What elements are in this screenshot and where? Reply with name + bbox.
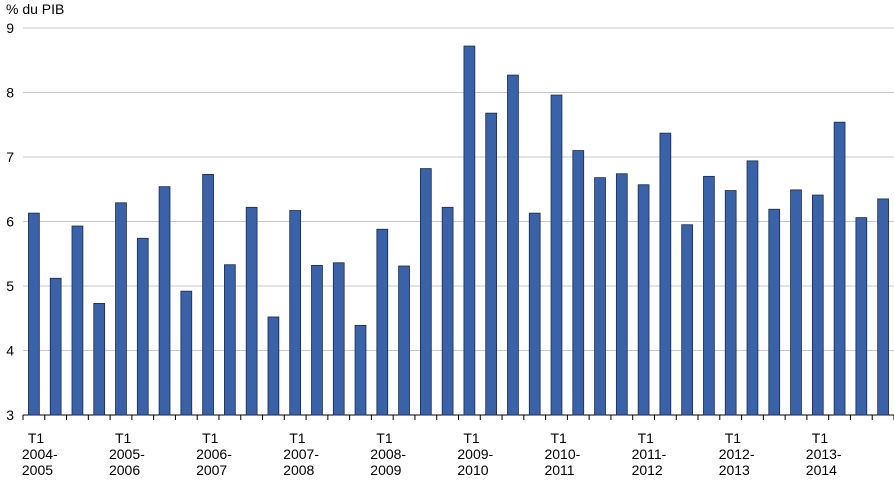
bar [419,168,432,416]
x-tick-label: T1 2005-2006 [109,430,145,478]
x-tick-label: T1 2009-2010 [457,430,493,478]
bar [877,198,889,416]
bar [507,74,519,416]
bar [528,212,541,416]
x-tick-label: T1 2004-2005 [22,430,58,478]
bar [485,112,498,416]
y-tick-label: 9 [6,20,14,36]
y-tick-label: 8 [6,85,14,101]
y-tick-label: 3 [6,407,14,423]
bar [659,132,672,416]
bar [332,262,345,416]
bar [855,217,868,416]
bar [354,324,367,416]
bar [398,265,410,416]
bar [703,175,715,416]
bar [790,189,802,416]
bar [594,177,606,416]
bar [115,202,127,416]
bar [158,186,171,416]
x-tick-label: T1 2011-2012 [632,430,667,478]
x-tick-label: T1 2008-2009 [370,430,406,478]
bar [49,277,62,416]
bar [572,150,585,416]
bar [833,121,846,416]
bar [28,212,40,416]
bar [724,190,737,416]
bar [93,303,106,416]
bar [768,208,781,416]
bar [311,264,323,416]
bar [811,194,824,416]
bar [746,160,759,416]
x-tick-label: T1 2010-2011 [544,430,580,478]
y-tick-label: 4 [6,343,14,359]
y-tick-label: 7 [6,149,14,165]
bar [224,264,236,416]
bar [681,224,693,416]
bar [245,206,258,416]
y-tick-label: 5 [6,278,14,294]
bar [637,184,650,416]
x-tick-label: T1 2012-2013 [719,430,755,478]
bar [136,237,149,416]
bar [71,225,84,416]
x-tick-label: T1 2007-2008 [283,430,319,478]
y-tick-label: 6 [6,214,14,230]
bar [289,210,302,416]
bar [267,316,280,416]
bar [615,173,628,416]
x-tick-label: T1 2013-2014 [806,430,842,478]
bar [441,206,454,416]
bar [376,228,389,416]
bar [550,94,563,416]
bar [202,174,214,416]
x-tick-label: T1 2006-2007 [196,430,232,478]
bar [463,45,476,416]
y-axis-label: % du PIB [6,1,64,17]
bar [180,290,193,416]
